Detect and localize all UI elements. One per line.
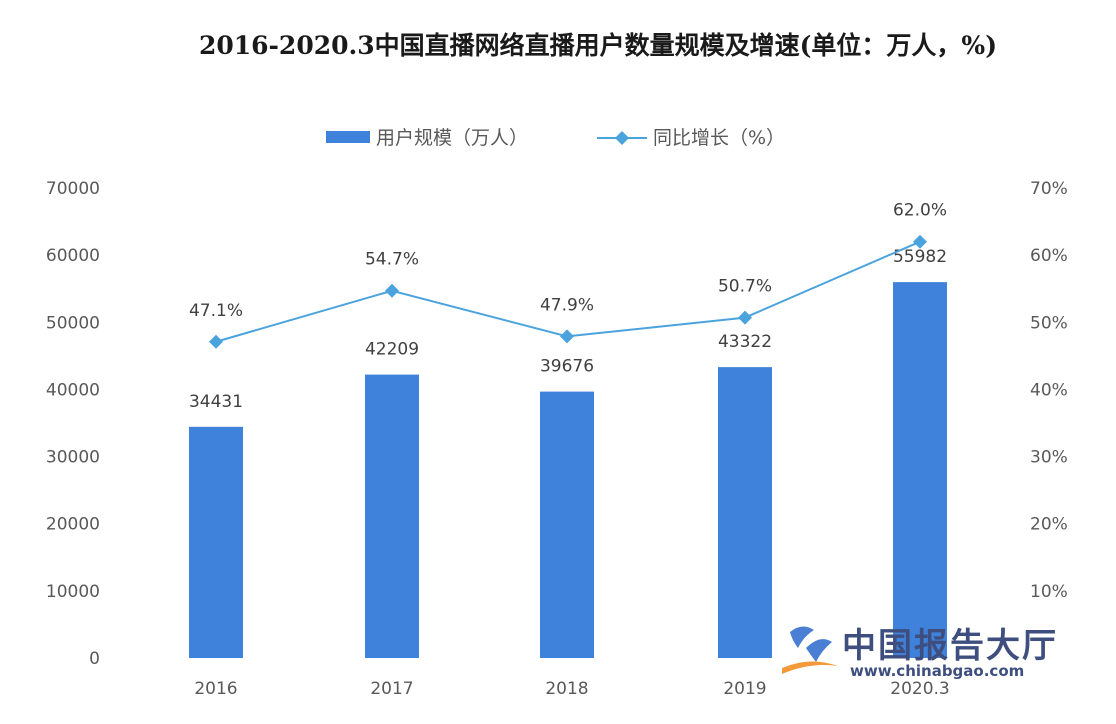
y-left-tick: 20000 — [46, 515, 100, 535]
growth-point — [209, 334, 223, 349]
bar — [365, 374, 419, 658]
watermark-logo-icon — [782, 626, 838, 674]
growth-line — [215, 240, 921, 343]
bar-data-label: 55982 — [893, 247, 947, 267]
bar-data-label: 34431 — [189, 392, 243, 412]
y-right-tick: 50% — [1030, 313, 1068, 333]
y-left-tick: 60000 — [46, 246, 100, 266]
y-right-tick: 30% — [1030, 448, 1068, 468]
bar — [718, 367, 772, 658]
chart-title: 2016-2020.3中国直播网络直播用户数量规模及增速(单位：万人，%) — [198, 31, 998, 60]
watermark: 中国报告大厅 www.chinabgao.com — [780, 618, 1100, 688]
growth-data-label: 62.0% — [893, 201, 947, 221]
legend-line-marker — [615, 131, 629, 145]
bar — [189, 426, 243, 658]
bar-data-label: 43322 — [718, 332, 772, 352]
y-right-tick: 40% — [1030, 380, 1068, 400]
bar-data-label: 42209 — [365, 340, 419, 360]
bar-data-label: 39676 — [540, 357, 594, 377]
y-left-tick: 10000 — [46, 582, 100, 602]
y-left-tick: 70000 — [46, 179, 100, 199]
y-right-tick: 60% — [1030, 246, 1068, 266]
growth-point — [913, 234, 927, 249]
x-tick: 2017 — [370, 679, 413, 699]
y-left-tick: 50000 — [46, 313, 100, 333]
legend-label-line: 同比增长（%） — [653, 127, 785, 149]
y-right-tick: 20% — [1030, 515, 1068, 535]
y-left-tick: 0 — [89, 649, 100, 669]
legend-bar-swatch — [326, 131, 370, 143]
x-tick: 2018 — [545, 679, 588, 699]
x-tick: 2016 — [194, 679, 237, 699]
bar — [540, 391, 594, 658]
growth-data-label: 47.9% — [540, 295, 594, 315]
y-right-tick: 70% — [1030, 179, 1068, 199]
bar — [893, 282, 947, 658]
growth-point — [738, 310, 752, 325]
growth-data-label: 54.7% — [365, 250, 419, 270]
growth-data-label: 50.7% — [718, 277, 772, 297]
y-left-tick: 40000 — [46, 380, 100, 400]
x-tick: 2020.3 — [890, 679, 949, 699]
y-left-tick: 30000 — [46, 448, 100, 468]
watermark-url: www.chinabgao.com — [850, 662, 1025, 680]
legend-label-bar: 用户规模（万人） — [376, 127, 528, 149]
growth-point — [560, 329, 574, 344]
watermark-name: 中国报告大厅 — [842, 626, 1058, 666]
growth-data-label: 47.1% — [189, 301, 243, 321]
x-tick: 2019 — [723, 679, 766, 699]
growth-point — [385, 283, 399, 298]
y-right-tick: 10% — [1030, 582, 1068, 602]
